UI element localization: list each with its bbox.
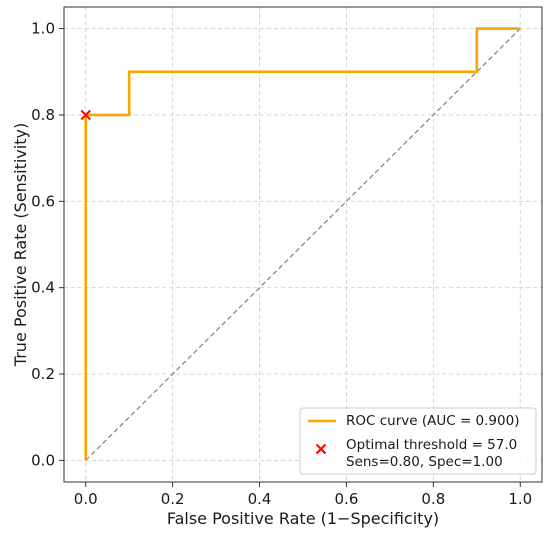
y-tick-label: 0.8: [31, 106, 55, 124]
legend-label: Optimal threshold = 57.0: [346, 437, 517, 453]
x-tick-label: 0.4: [248, 490, 272, 508]
legend-label: Sens=0.80, Spec=1.00: [346, 454, 503, 470]
optimal-threshold-marker: [80, 109, 91, 121]
x-ticks: 0.0 0.2 0.4 0.6 0.8 1.0: [74, 482, 532, 508]
x-tick-label: 0.2: [161, 490, 185, 508]
y-tick-label: 0.0: [31, 451, 55, 469]
y-axis-label: True Positive Rate (Sensitivity): [11, 123, 30, 367]
legend-label: ROC curve (AUC = 0.900): [346, 413, 519, 429]
x-tick-label: 0.6: [335, 490, 359, 508]
y-tick-label: 0.6: [31, 192, 55, 210]
y-tick-label: 0.4: [31, 279, 55, 297]
plot-frame: [63, 6, 543, 483]
diagonal-reference-line: [85, 28, 521, 461]
y-tick-label: 0.2: [31, 365, 55, 383]
legend-box: [299, 407, 537, 475]
x-axis-label: False Positive Rate (1−Specificity): [167, 509, 439, 528]
x-tick-label: 1.0: [508, 490, 532, 508]
optimal-marker: [80, 109, 91, 121]
y-ticks: 0.0 0.2 0.4 0.6 0.8 1.0: [31, 20, 64, 469]
x-tick-label: 0.8: [421, 490, 445, 508]
x-tick-label: 0.0: [74, 490, 98, 508]
y-tick-label: 1.0: [31, 20, 55, 38]
diagonal-reference: [85, 28, 521, 461]
legend-item: ROC curve (AUC = 0.900): [308, 413, 519, 429]
legend: ROC curve (AUC = 0.900) Optimal threshold…: [299, 407, 537, 475]
legend-x-swatch: [315, 443, 327, 455]
